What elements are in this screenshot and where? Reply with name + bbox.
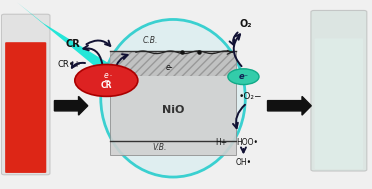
Text: NiO: NiO (162, 105, 184, 115)
Text: HOO•: HOO• (236, 138, 258, 147)
Bar (110, 51, 236, 76)
Text: e: e (104, 71, 109, 80)
Polygon shape (17, 3, 123, 76)
FancyBboxPatch shape (311, 10, 367, 171)
Polygon shape (267, 96, 311, 115)
Text: C.B.: C.B. (143, 36, 158, 45)
Text: OH•: OH• (235, 159, 251, 167)
Text: e-: e- (166, 63, 173, 72)
Text: e⁻: e⁻ (238, 72, 248, 81)
Polygon shape (54, 96, 88, 115)
Bar (110, 51, 236, 155)
Circle shape (228, 69, 259, 84)
Circle shape (75, 64, 138, 96)
Text: ─: ─ (104, 78, 109, 84)
FancyBboxPatch shape (1, 14, 50, 175)
Ellipse shape (101, 19, 245, 177)
Text: CR: CR (65, 39, 80, 49)
Text: CR•+: CR•+ (58, 60, 81, 69)
FancyBboxPatch shape (315, 38, 363, 169)
FancyBboxPatch shape (5, 42, 46, 173)
Text: CR: CR (100, 81, 112, 90)
Text: O₂: O₂ (239, 19, 251, 29)
Text: -: - (110, 73, 112, 78)
Text: •O₂−: •O₂− (239, 92, 263, 101)
Text: H+: H+ (215, 138, 227, 147)
Text: V.B.: V.B. (153, 143, 167, 152)
